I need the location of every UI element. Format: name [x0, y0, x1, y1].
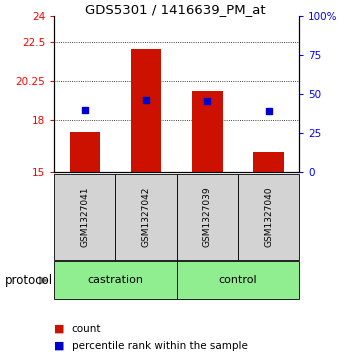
- Text: control: control: [219, 276, 257, 285]
- Text: GDS5301 / 1416639_PM_at: GDS5301 / 1416639_PM_at: [85, 3, 265, 16]
- Bar: [70, 132, 100, 172]
- Text: count: count: [72, 323, 101, 334]
- Text: castration: castration: [88, 276, 144, 285]
- Text: ■: ■: [54, 340, 65, 351]
- Text: protocol: protocol: [5, 274, 53, 287]
- Text: GSM1327039: GSM1327039: [203, 187, 212, 247]
- Bar: [131, 49, 161, 172]
- Bar: [253, 152, 284, 172]
- Text: GSM1327042: GSM1327042: [142, 187, 150, 247]
- Text: ■: ■: [54, 323, 65, 334]
- Text: percentile rank within the sample: percentile rank within the sample: [72, 340, 248, 351]
- Bar: [192, 91, 223, 172]
- Text: GSM1327041: GSM1327041: [80, 187, 89, 247]
- Text: GSM1327040: GSM1327040: [264, 187, 273, 247]
